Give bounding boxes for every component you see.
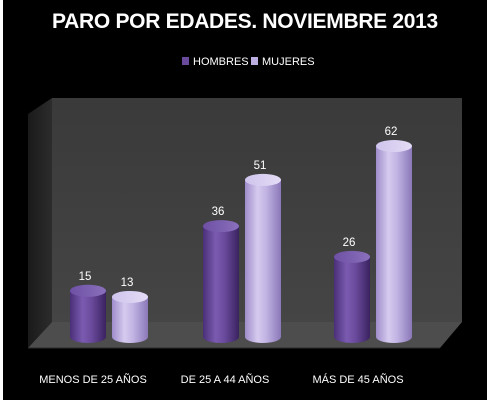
category-label-25-44: DE 25 A 44 AÑOS <box>181 373 270 386</box>
legend-label-mujeres: MUJERES <box>262 56 315 68</box>
legend-swatch-hombres <box>182 57 189 65</box>
value-label-mujeres-menos-25: 13 <box>121 277 134 289</box>
bar-hombres-25-44 <box>203 220 239 343</box>
value-label-mujeres-mas-45: 62 <box>385 126 398 138</box>
bar-mujeres-mas-45 <box>376 140 412 343</box>
legend-label-hombres: HOMBRES <box>193 56 249 68</box>
bar-hombres-menos-25 <box>70 284 106 343</box>
category-label-mas-45: MÁS DE 45 AÑOS <box>312 373 403 386</box>
value-label-mujeres-25-44: 51 <box>254 160 267 172</box>
chart-title: PARO POR EDADES. NOVIEMBRE 2013 <box>52 10 438 33</box>
value-label-hombres-25-44: 36 <box>212 206 225 218</box>
legend: HOMBRES MUJERES <box>182 56 315 68</box>
value-label-hombres-menos-25: 15 <box>79 271 92 283</box>
bar-mujeres-menos-25 <box>112 290 148 343</box>
category-label-menos-25: MENOS DE 25 AÑOS <box>39 373 147 386</box>
chart-side-wall <box>28 98 52 348</box>
value-label-hombres-mas-45: 26 <box>343 237 356 249</box>
bar-mujeres-25-44 <box>245 173 281 343</box>
bar-hombres-mas-45 <box>334 250 370 343</box>
bars-layer: 15 13 36 51 26 62 <box>70 126 412 343</box>
legend-swatch-mujeres <box>251 57 258 65</box>
